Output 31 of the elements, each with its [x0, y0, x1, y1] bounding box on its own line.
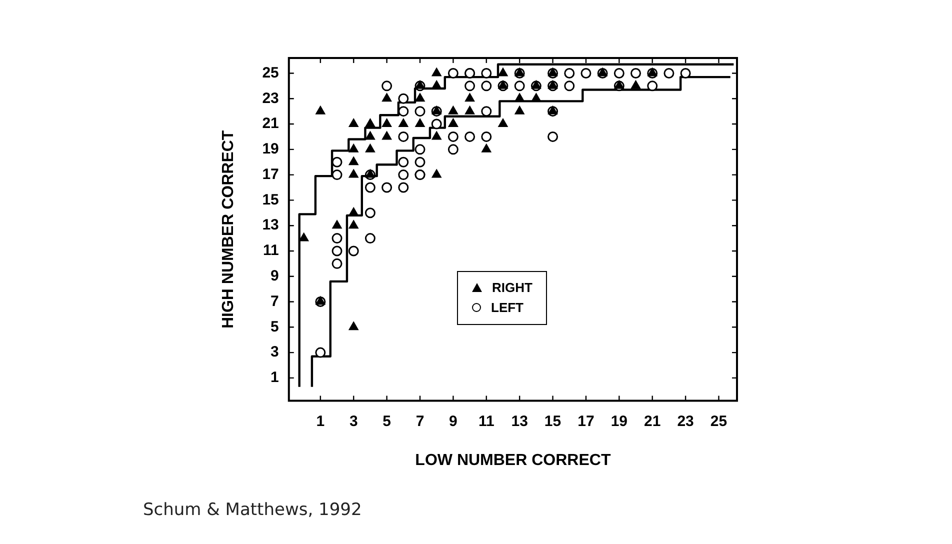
x-tick-label: 17	[578, 412, 594, 430]
text: Schum & Matthews, 1992	[143, 500, 362, 520]
y-tick-label: 1	[270, 369, 279, 386]
legend-label: LEFT	[491, 300, 524, 316]
x-tick-label: 7	[416, 412, 424, 430]
y-tick-label: 25	[262, 64, 279, 82]
x-tick-label: 5	[382, 412, 391, 430]
y-tick-label: 13	[262, 216, 279, 234]
x-tick-label: 21	[644, 412, 661, 430]
x-tick-label: 23	[677, 412, 694, 430]
x-tick-label: 1	[316, 412, 325, 430]
x-tick-label: 9	[449, 412, 458, 430]
y-tick-label: 19	[262, 140, 279, 158]
legend-label: RIGHT	[492, 280, 532, 296]
x-axis-title: LOW NUMBER CORRECT	[415, 452, 611, 469]
y-axis-title: HIGH NUMBER CORRECT	[220, 130, 238, 329]
y-tick-label: 11	[263, 242, 279, 260]
x-tick-label: 15	[544, 412, 562, 430]
x-tick-label: 19	[610, 412, 628, 430]
y-tick-label: 3	[270, 344, 279, 361]
x-tick-label: 13	[511, 412, 528, 430]
y-tick-label: 5	[270, 318, 279, 336]
x-tick-label: 3	[349, 412, 358, 430]
y-tick-label: 21	[262, 115, 279, 132]
y-tick-label: 17	[262, 166, 279, 183]
y-tick-label: 15	[262, 191, 279, 208]
y-tick-label: 9	[270, 268, 279, 285]
x-tick-label: 25	[710, 412, 728, 430]
x-tick-label: 11	[478, 412, 494, 430]
y-tick-label: 7	[270, 292, 279, 310]
y-tick-label: 23	[262, 90, 279, 107]
